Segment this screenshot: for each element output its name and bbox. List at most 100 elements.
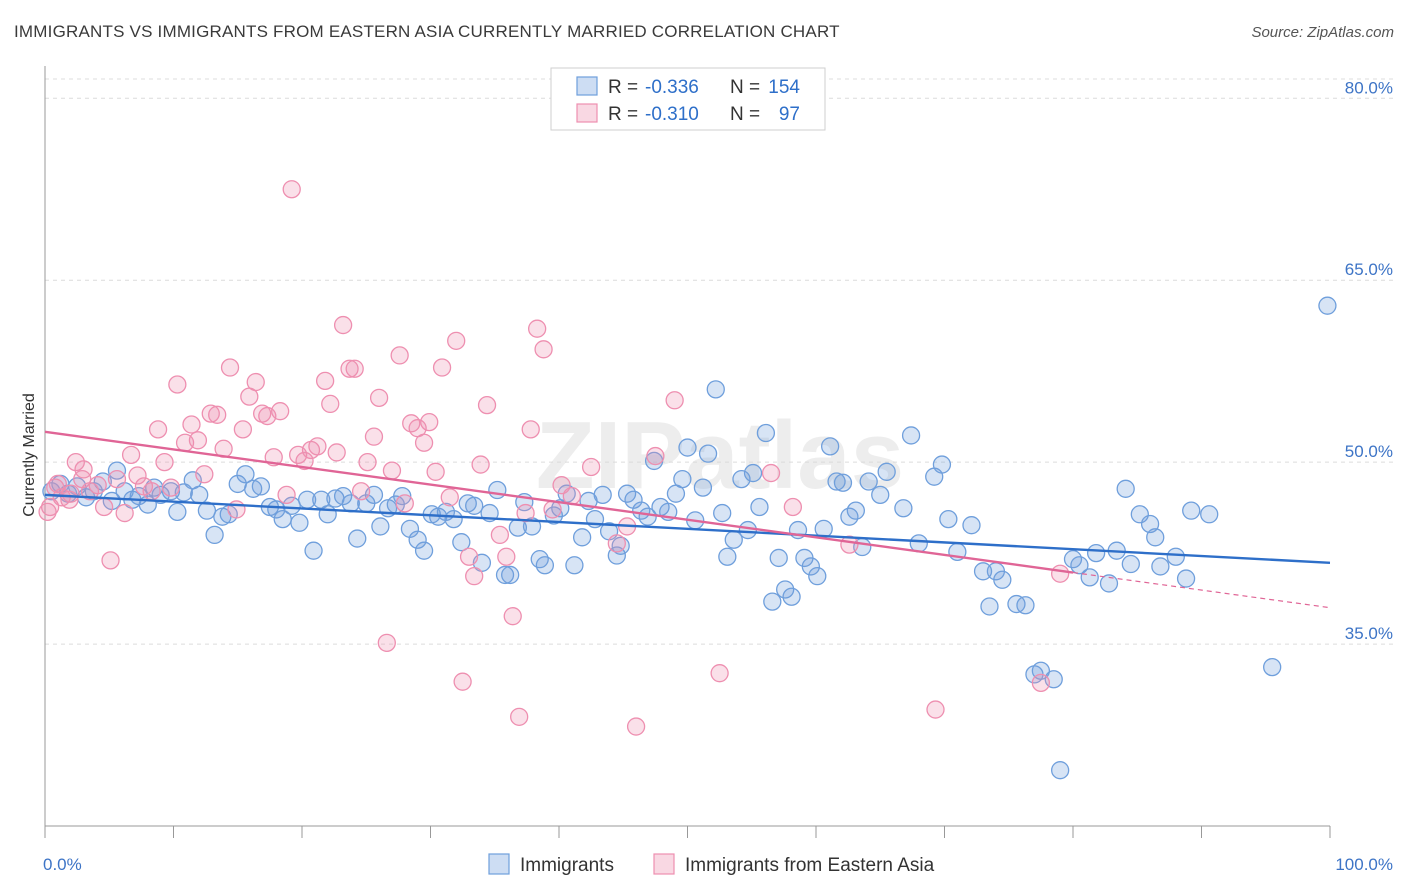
- immigrants-point: [1200, 505, 1219, 524]
- eastern-asia-point: [148, 420, 168, 439]
- immigrants-point: [1080, 568, 1099, 587]
- immigrants-point: [333, 486, 353, 506]
- eastern-asia-point: [107, 469, 127, 489]
- eastern-asia-point: [351, 482, 371, 501]
- r-label: R =: [608, 104, 638, 125]
- immigrants-point: [197, 501, 217, 520]
- immigrants-point: [236, 465, 255, 484]
- eastern-asia-point: [377, 633, 396, 653]
- immigrants-point: [414, 541, 434, 560]
- immigrants-point: [593, 485, 612, 505]
- eastern-asia-point: [665, 391, 684, 410]
- eastern-asia-point: [382, 461, 402, 480]
- eastern-asia-point: [390, 346, 409, 365]
- eastern-asia-point: [477, 395, 497, 415]
- series-legend-swatch: [488, 853, 510, 875]
- trend-lines: [44, 430, 1331, 609]
- immigrants-point: [1121, 554, 1140, 574]
- n-value: 97: [779, 104, 800, 125]
- immigrants-point: [776, 580, 795, 599]
- immigrants-point: [565, 556, 584, 575]
- series-legend-label: Immigrants from Eastern Asia: [685, 855, 935, 876]
- immigrants-point: [1116, 479, 1135, 498]
- immigrants-point: [348, 529, 367, 548]
- y-tick-label: 50.0%: [1345, 442, 1393, 461]
- immigrants-point: [693, 478, 713, 497]
- immigrants-point: [1051, 761, 1070, 780]
- eastern-asia-point: [534, 340, 553, 359]
- eastern-asia-point: [182, 415, 201, 434]
- eastern-asia-point: [308, 437, 327, 456]
- y-tick-label: 80.0%: [1345, 78, 1393, 97]
- eastern-asia-point: [440, 488, 459, 507]
- eastern-asia-point: [432, 358, 452, 377]
- eastern-asia-point: [369, 388, 389, 407]
- immigrants-point: [713, 503, 732, 523]
- immigrants-point: [901, 426, 921, 445]
- eastern-asia-point: [528, 319, 547, 338]
- eastern-asia-point: [101, 551, 120, 570]
- immigrants-point: [251, 477, 271, 496]
- immigrants-point: [980, 597, 999, 616]
- immigrants-point: [1016, 596, 1035, 615]
- immigrants-point: [763, 592, 782, 611]
- eastern-asia-point: [115, 503, 134, 523]
- eastern-asia-point: [321, 394, 340, 414]
- immigrants-point: [718, 547, 737, 566]
- immigrants-point: [572, 528, 592, 547]
- immigrants-point: [393, 486, 412, 506]
- immigrants-point: [859, 472, 878, 491]
- eastern-asia-point: [121, 445, 141, 465]
- immigrants-point: [501, 565, 520, 585]
- eastern-asia-point: [271, 402, 290, 421]
- immigrants-point: [190, 485, 209, 505]
- immigrants-point: [756, 423, 776, 443]
- eastern-asia-point: [465, 566, 484, 586]
- eastern-asia-point: [414, 433, 434, 452]
- eastern-asia-point: [168, 375, 187, 394]
- immigrants-point: [827, 472, 846, 491]
- eastern-asia-point: [1031, 673, 1051, 693]
- gridlines: 35.0% 50.0% 65.0% 80.0%: [45, 78, 1395, 645]
- eastern-asia-point: [459, 547, 479, 566]
- eastern-asia-point: [646, 446, 665, 466]
- immigrants-point: [820, 437, 840, 456]
- immigrants-point: [290, 513, 309, 532]
- immigrants-point: [371, 517, 390, 536]
- immigrants-point: [1099, 574, 1119, 593]
- immigrants-point: [738, 520, 758, 540]
- immigrants-point: [544, 506, 564, 525]
- eastern-asia-point: [295, 451, 314, 471]
- immigrants-trend-line: [44, 493, 1331, 564]
- immigrants-point: [877, 462, 896, 481]
- eastern-asia-point: [155, 452, 174, 472]
- eastern-asia-point: [74, 460, 93, 479]
- immigrants-point: [638, 507, 657, 526]
- immigrants-point: [939, 509, 958, 529]
- x-tick-label: 100.0%: [1335, 855, 1393, 874]
- immigrants-point: [1146, 528, 1165, 547]
- eastern-asia-point: [420, 412, 439, 432]
- immigrants-point: [833, 473, 853, 492]
- n-label: N =: [730, 104, 760, 125]
- eastern-asia-point: [626, 717, 646, 736]
- eastern-asia-point: [364, 427, 384, 446]
- eastern-asia-point: [490, 525, 510, 545]
- series-legend-label: Immigrants: [520, 855, 614, 876]
- immigrants-point: [151, 485, 170, 505]
- eastern-asia-point: [282, 180, 301, 199]
- eastern-asia-point: [426, 462, 445, 481]
- eastern-asia-point: [395, 494, 414, 513]
- eastern-asia-point: [277, 485, 296, 505]
- eastern-asia-trend-extension: [1072, 571, 1331, 609]
- eastern-asia-point: [543, 500, 562, 519]
- eastern-asia-point: [195, 465, 214, 484]
- eastern-asia-point: [201, 404, 220, 423]
- eastern-asia-point: [142, 482, 161, 501]
- eastern-asia-point: [333, 315, 353, 335]
- y-axis-label: Currently Married: [21, 393, 38, 517]
- eastern-asia-point: [581, 457, 601, 477]
- eastern-asia-point: [521, 420, 540, 439]
- y-tick-label: 35.0%: [1345, 624, 1393, 643]
